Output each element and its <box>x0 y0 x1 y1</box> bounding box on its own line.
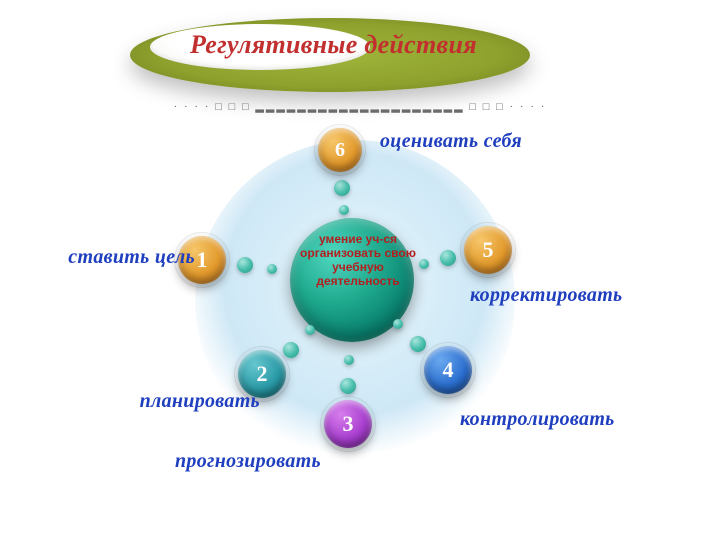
node-4-label: контролировать <box>460 408 690 430</box>
title-banner: Регулятивные действия <box>130 18 530 92</box>
connector-dot <box>267 264 277 274</box>
node-5-label: корректировать <box>470 284 700 306</box>
ruler-divider-decor: · · · · □ □ □ ▂▂▂▂▂▂▂▂▂▂▂▂▂▂▂▂▂▂▂▂ □ □ □… <box>170 100 550 120</box>
node-3-label: прогнозировать <box>175 450 385 472</box>
node-6-label: оценивать себя <box>380 130 540 152</box>
slide-stage: Регулятивные действия · · · · □ □ □ ▂▂▂▂… <box>0 0 720 540</box>
connector-dot <box>419 259 429 269</box>
node-3: 3 <box>324 400 372 448</box>
center-hub-text: умение уч-ся организовать свою учебную д… <box>294 232 422 288</box>
connector-dot <box>410 336 426 352</box>
slide-title: Регулятивные действия <box>190 30 520 60</box>
connector-dot <box>393 319 403 329</box>
node-6: 6 <box>318 128 362 172</box>
connector-dot <box>283 342 299 358</box>
connector-dot <box>334 180 350 196</box>
connector-dot <box>339 205 349 215</box>
connector-dot <box>305 325 315 335</box>
node-5: 5 <box>464 226 512 274</box>
node-4: 4 <box>424 346 472 394</box>
node-1-label: ставить цель <box>25 246 195 268</box>
connector-dot <box>340 378 356 394</box>
connector-dot <box>344 355 354 365</box>
node-2-label: планировать <box>85 390 260 412</box>
connector-dot <box>440 250 456 266</box>
connector-dot <box>237 257 253 273</box>
